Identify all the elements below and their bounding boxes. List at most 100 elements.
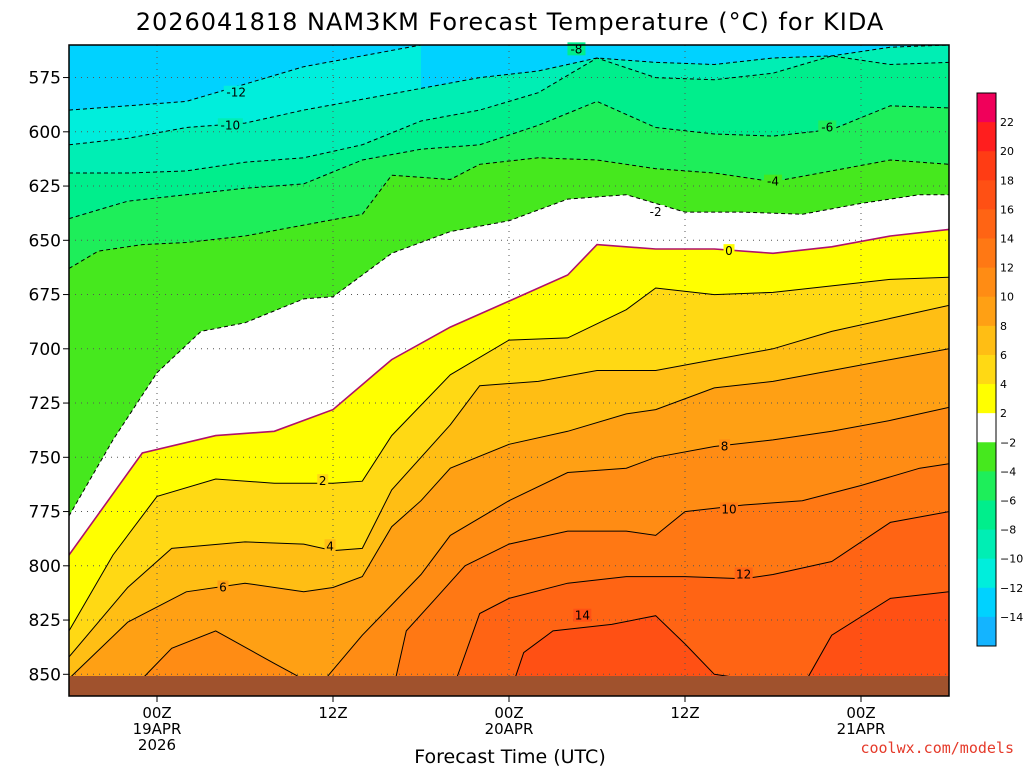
isotherm-label-bg-8 <box>719 439 731 453</box>
colorbar-label--14: −14 <box>1000 611 1023 624</box>
y-tick-label-825: 825 <box>29 611 61 631</box>
isotherm-label-bg--2 <box>646 205 665 219</box>
x-tick-label-54-0: 00Z <box>846 704 875 722</box>
chart-title: 2026041818 NAM3KM Forecast Temperature (… <box>136 8 885 36</box>
colorbar-segment-17 <box>977 587 996 618</box>
isotherm--10 <box>69 45 949 146</box>
isotherm-label-2: 2 <box>319 474 327 488</box>
x-tick-label-54-1: 21APR <box>837 720 886 738</box>
isotherm-label-bg-2 <box>317 474 329 488</box>
fill-band-14 <box>509 591 949 696</box>
isotherm-label-6: 6 <box>219 581 227 595</box>
isotherm-10 <box>391 463 949 696</box>
grid-lines <box>69 45 949 696</box>
colorbar-label-10: 10 <box>1000 291 1014 304</box>
isotherm--4 <box>69 157 949 269</box>
isotherm-label-12: 12 <box>736 567 751 581</box>
isotherm-12 <box>449 511 949 696</box>
isotherm-label-4: 4 <box>326 539 334 553</box>
colorbar-label-8: 8 <box>1000 320 1007 333</box>
isotherm-label-10: 10 <box>721 502 736 516</box>
isotherm--8 <box>69 55 949 174</box>
colorbar-label-20: 20 <box>1000 145 1014 158</box>
isotherm-label-0: 0 <box>725 244 733 258</box>
isotherm-label--10: -10 <box>221 118 241 132</box>
colorbar-segment-0 <box>977 93 996 123</box>
y-tick-label-850: 850 <box>29 665 61 685</box>
terrain-ground <box>69 676 949 696</box>
isotherm-label-14: 14 <box>575 609 590 623</box>
credit-text[interactable]: coolwx.com/models <box>860 739 1014 757</box>
colorbar-segment-14 <box>977 500 996 531</box>
x-tick-label-30-0: 00Z <box>494 704 523 722</box>
colorbar: 22 20 18 16 14 12 10 8 6 4 2 −2 −4 −6 −8 −10 −12 −14 <box>976 92 1023 647</box>
colorbar-label--4: −4 <box>1000 465 1016 478</box>
y-tick-label-800: 800 <box>29 557 61 577</box>
isotherm-4 <box>69 304 949 658</box>
colorbar-segment-9 <box>977 354 996 385</box>
isotherm-label--4: -4 <box>767 175 779 189</box>
y-tick-label-575: 575 <box>29 69 61 89</box>
x-tick-label-6-2: 2026 <box>138 736 176 754</box>
temperature-fill-bands <box>69 45 949 696</box>
colorbar-label--2: −2 <box>1000 436 1016 449</box>
isotherm-6 <box>69 348 949 679</box>
x-axis-label: Forecast Time (UTC) <box>414 746 605 768</box>
colorbar-label-18: 18 <box>1000 174 1014 187</box>
colorbar-segment-8 <box>977 325 996 356</box>
y-tick-label-675: 675 <box>29 286 61 306</box>
isotherm-label-bg--10 <box>217 118 243 132</box>
isotherm-label-bg--4 <box>764 174 782 188</box>
isotherm-label-bg-0 <box>723 244 735 258</box>
colorbar-label-22: 22 <box>1000 116 1014 129</box>
y-tick-label-725: 725 <box>29 394 61 414</box>
colorbar-segment-15 <box>977 529 996 560</box>
isotherm-0 <box>69 228 949 556</box>
isotherm-label-8: 8 <box>721 439 729 453</box>
x-tick-label-30-1: 20APR <box>485 720 534 738</box>
colorbar-segment-11 <box>977 413 996 443</box>
colorbar-segment-10 <box>977 384 996 414</box>
isotherm-label--2: -2 <box>650 205 662 219</box>
x-tick-label-42-0: 12Z <box>670 704 699 722</box>
colorbar-segment-2 <box>977 151 996 181</box>
colorbar-label--12: −12 <box>1000 582 1023 595</box>
isotherm-label-bg-12 <box>734 567 753 581</box>
colorbar-label-16: 16 <box>1000 203 1014 216</box>
isotherm--2 <box>69 194 949 517</box>
isotherm-label-bg-4 <box>324 539 336 553</box>
colorbar-label--8: −8 <box>1000 524 1016 537</box>
colorbar-segment-6 <box>977 267 996 298</box>
colorbar-label-14: 14 <box>1000 233 1014 246</box>
isotherm-label--8: -8 <box>570 42 582 56</box>
colorbar-frame <box>976 92 997 647</box>
colorbar-label-12: 12 <box>1000 262 1014 275</box>
isotherm-lines <box>69 45 949 696</box>
y-tick-label-650: 650 <box>29 231 61 251</box>
isotherm-2 <box>69 276 949 632</box>
isotherm-label-bg-6 <box>217 580 229 594</box>
isotherm-label-bg--12 <box>223 85 249 99</box>
y-axis-ticks: 575 600 625 650 675 700 725 750 775 800 825 850 <box>29 69 69 685</box>
colorbar-segment-4 <box>977 209 996 240</box>
isotherm-8 <box>141 406 949 688</box>
colorbar-segment-13 <box>977 471 996 501</box>
colorbar-label--6: −6 <box>1000 494 1016 507</box>
isotherm-label-bg-10 <box>720 502 738 516</box>
colorbar-segment-7 <box>977 296 996 327</box>
isotherm--12 <box>69 45 422 111</box>
colorbar-label-4: 4 <box>1000 378 1007 391</box>
isotherm--6 <box>69 100 949 220</box>
isotherm-label--6: -6 <box>821 120 833 134</box>
x-tick-label-18-0: 12Z <box>318 704 347 722</box>
isotherm-labels: -12 -10 -8 -6 -4 -2 0 2 4 6 8 10 12 14 <box>217 42 837 623</box>
isotherm-label-bg-14 <box>573 608 592 622</box>
colorbar-segment-12 <box>977 442 996 472</box>
colorbar-segment-1 <box>977 122 996 152</box>
colorbar-segment-18 <box>977 616 996 647</box>
y-tick-label-700: 700 <box>29 340 61 360</box>
y-tick-label-775: 775 <box>29 503 61 523</box>
x-tick-label-6-0: 00Z <box>142 704 171 722</box>
x-tick-label-6-1: 19APR <box>133 720 182 738</box>
